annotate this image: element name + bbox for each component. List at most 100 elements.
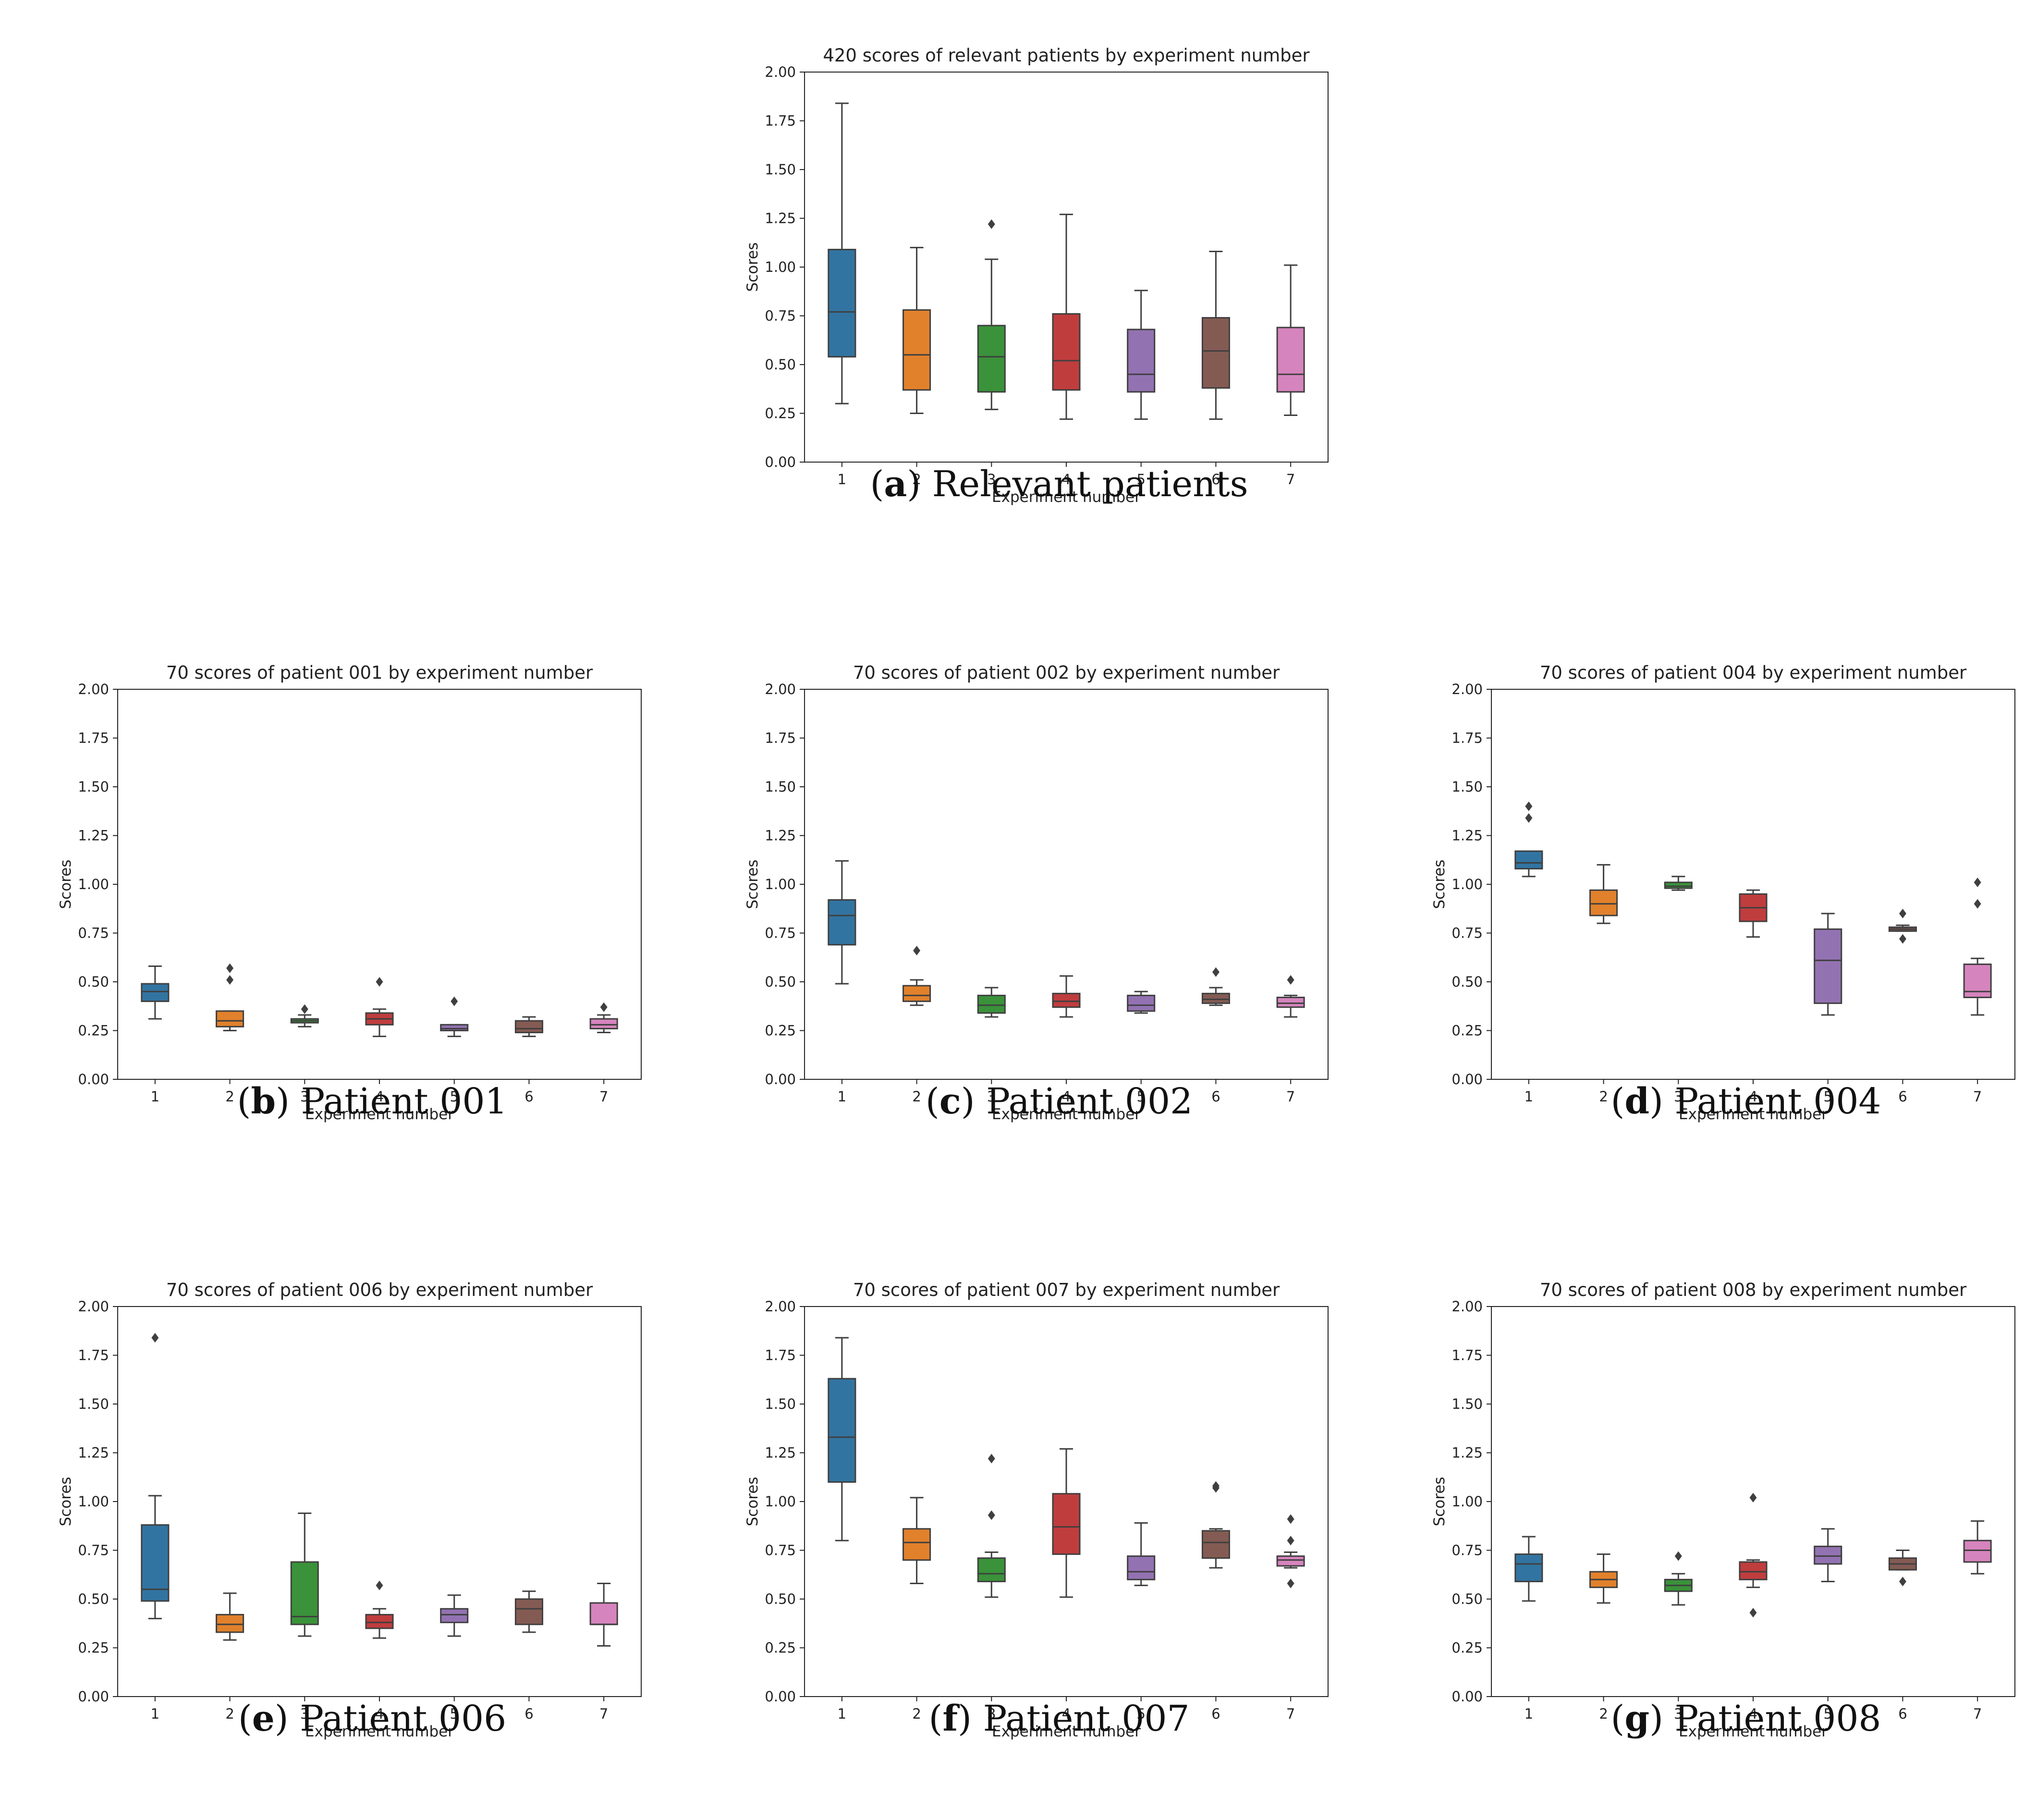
x-tick-label: 1 (151, 1088, 159, 1105)
iqr-box (290, 1561, 319, 1625)
caption-letter: c (939, 1081, 961, 1122)
chart-title: 70 scores of patient 008 by experiment n… (1540, 1280, 1967, 1300)
y-tick-label: 1.25 (78, 1445, 109, 1461)
box-exp-4 (1052, 213, 1081, 420)
outlier-point (988, 219, 995, 229)
iqr-box (1276, 1555, 1305, 1567)
y-tick-label: 1.00 (1452, 876, 1483, 892)
x-tick-label: 3 (300, 1088, 309, 1105)
y-tick-label: 0.00 (78, 1071, 109, 1087)
x-tick-label: 7 (1286, 1088, 1295, 1105)
iqr-box (589, 1602, 618, 1625)
x-tick-label: 6 (1211, 1706, 1220, 1722)
box-exp-7 (1276, 264, 1305, 416)
box-exp-6 (1201, 967, 1230, 1006)
y-tick-label: 0.75 (765, 308, 796, 324)
caption-letter: f (942, 1698, 958, 1739)
caption-text: Patient 001 (301, 1081, 508, 1122)
x-tick-label: 2 (1599, 1706, 1608, 1722)
x-tick-label: 6 (1211, 1088, 1220, 1105)
y-tick-label: 0.75 (765, 925, 796, 941)
x-tick-label: 7 (1973, 1706, 1982, 1722)
x-axis-label: Experiment number (1679, 1723, 1828, 1740)
iqr-box (589, 1018, 618, 1029)
box-exp-7 (1276, 975, 1305, 1018)
box-exp-3 (290, 1512, 319, 1637)
outlier-point (1899, 1576, 1906, 1587)
box-exp-2 (1589, 864, 1618, 924)
plot-frame (804, 689, 1329, 1080)
y-axis-label: Scores (744, 860, 761, 909)
panel-d: 70 scores of patient 004 by experiment n… (1410, 636, 2037, 1141)
iqr-box (1127, 1555, 1156, 1580)
outlier-point (1287, 1514, 1294, 1524)
panel-b: 70 scores of patient 001 by experiment n… (36, 636, 708, 1141)
caption-letter: g (1624, 1698, 1650, 1739)
x-tick-label: 6 (524, 1088, 533, 1105)
x-tick-label: 2 (1599, 1088, 1608, 1105)
caption-text: Patient 007 (983, 1698, 1190, 1739)
iqr-box (514, 1598, 543, 1625)
iqr-box (828, 248, 856, 358)
x-tick-label: 5 (450, 1088, 458, 1105)
outlier-point (376, 977, 383, 987)
caption-d: (d) Patient 004 (1610, 1081, 1881, 1122)
box-exp-2 (216, 1592, 244, 1641)
x-tick-label: 6 (524, 1706, 533, 1722)
x-tick-label: 1 (838, 1088, 846, 1105)
outlier-point (913, 946, 921, 956)
box-exp-5 (1814, 913, 1842, 1016)
iqr-box (1514, 1553, 1543, 1582)
panel-c: 70 scores of patient 002 by experiment n… (723, 636, 1395, 1141)
x-tick-label: 5 (1136, 471, 1145, 488)
outlier-point (1899, 934, 1906, 944)
y-tick-label: 1.00 (765, 1493, 796, 1510)
y-tick-label: 1.00 (765, 259, 796, 275)
x-axis-label: Experiment number (992, 1106, 1141, 1123)
y-tick-label: 1.25 (78, 828, 109, 844)
caption-text: Patient 008 (1674, 1698, 1881, 1739)
y-tick-label: 1.50 (1452, 1396, 1483, 1412)
outlier-point (988, 1510, 995, 1520)
y-tick-label: 1.75 (1452, 730, 1483, 746)
iqr-box (1739, 1561, 1768, 1580)
plot-frame (1491, 689, 2015, 1080)
y-tick-label: 0.75 (78, 925, 109, 941)
caption-e: (e) Patient 006 (238, 1698, 507, 1739)
box-exp-3 (1664, 1551, 1693, 1606)
box-exp-4 (1052, 1448, 1081, 1598)
box-exp-2 (1589, 1553, 1618, 1604)
outlier-point (1287, 975, 1294, 985)
box-exp-1 (828, 1337, 856, 1541)
panel-a: 420 scores of relevant patients by exper… (723, 19, 1395, 524)
iqr-box (1814, 928, 1842, 1004)
y-tick-label: 0.00 (765, 454, 796, 470)
chart-title: 70 scores of patient 006 by experiment n… (166, 1280, 593, 1300)
iqr-box (828, 899, 856, 946)
y-tick-label: 0.50 (765, 974, 796, 990)
iqr-box (1052, 1493, 1081, 1555)
iqr-box (1201, 317, 1230, 389)
y-tick-label: 1.25 (1452, 828, 1483, 844)
iqr-box (977, 1557, 1006, 1582)
x-tick-label: 2 (225, 1706, 234, 1722)
box-exp-5 (1127, 990, 1156, 1014)
box-exp-3 (977, 219, 1006, 410)
outlier-point (1212, 1481, 1220, 1491)
y-tick-label: 1.50 (765, 779, 796, 795)
outlier-point (988, 1454, 995, 1464)
box-exp-6 (514, 1016, 543, 1038)
panel-f: 70 scores of patient 007 by experiment n… (723, 1254, 1395, 1758)
x-tick-label: 5 (1823, 1088, 1832, 1105)
y-tick-label: 1.00 (78, 876, 109, 892)
y-tick-label: 1.75 (765, 113, 796, 129)
iqr-box (828, 1378, 856, 1483)
y-tick-label: 1.25 (765, 1445, 796, 1461)
caption-letter: d (1624, 1081, 1650, 1122)
y-axis-label: Scores (57, 1477, 74, 1527)
y-tick-label: 1.75 (765, 730, 796, 746)
y-tick-label: 0.75 (1452, 1542, 1483, 1559)
box-exp-6 (1201, 251, 1230, 420)
y-tick-label: 1.00 (1452, 1493, 1483, 1510)
x-tick-label: 4 (375, 1088, 384, 1105)
